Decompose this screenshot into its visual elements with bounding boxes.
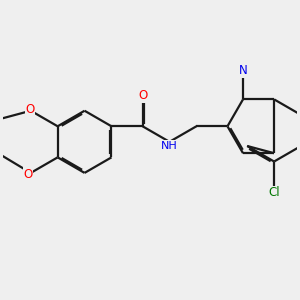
Text: O: O xyxy=(24,168,33,181)
Text: Cl: Cl xyxy=(268,186,280,199)
Text: O: O xyxy=(139,89,148,102)
Text: O: O xyxy=(25,103,34,116)
Text: NH: NH xyxy=(161,141,178,151)
Text: N: N xyxy=(238,64,247,77)
